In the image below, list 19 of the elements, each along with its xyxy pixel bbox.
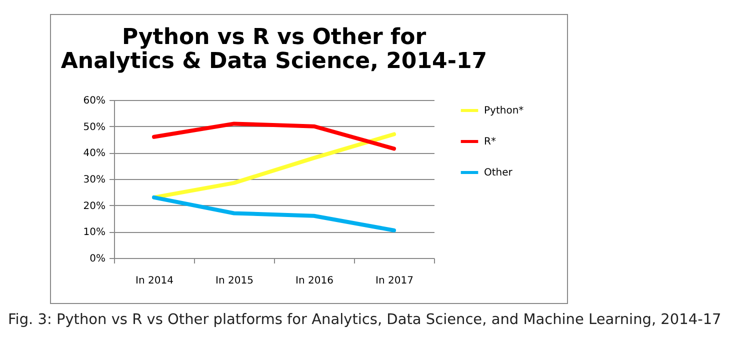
y-tick-label: 0% xyxy=(90,254,106,264)
chart-title: Python vs R vs Other for Analytics & Data Science, 2014-17 xyxy=(60,25,488,74)
x-tick-label: In 2014 xyxy=(136,276,174,286)
line-series xyxy=(152,122,396,151)
legend-label: Python* xyxy=(484,106,524,116)
y-tick-label: 20% xyxy=(83,200,106,212)
legend-label: Other xyxy=(484,168,514,178)
legend-label: R* xyxy=(484,136,496,148)
x-tick-label: In 2017 xyxy=(376,276,414,286)
y-tick-label: 10% xyxy=(83,227,106,238)
x-tick-label: In 2016 xyxy=(296,276,334,286)
line-series xyxy=(152,132,396,200)
y-tick-label: 60% xyxy=(83,96,106,106)
x-tick-label: In 2015 xyxy=(216,276,254,286)
y-tick-label: 40% xyxy=(83,148,106,160)
y-tick-label: 50% xyxy=(83,122,106,133)
caption: Fig. 3: Python vs R vs Other platforms for Analytics, Data Science, and Machine Learning, 2014-17 xyxy=(8,312,722,328)
y-tick-label: 30% xyxy=(83,174,106,186)
line-series xyxy=(152,195,396,232)
